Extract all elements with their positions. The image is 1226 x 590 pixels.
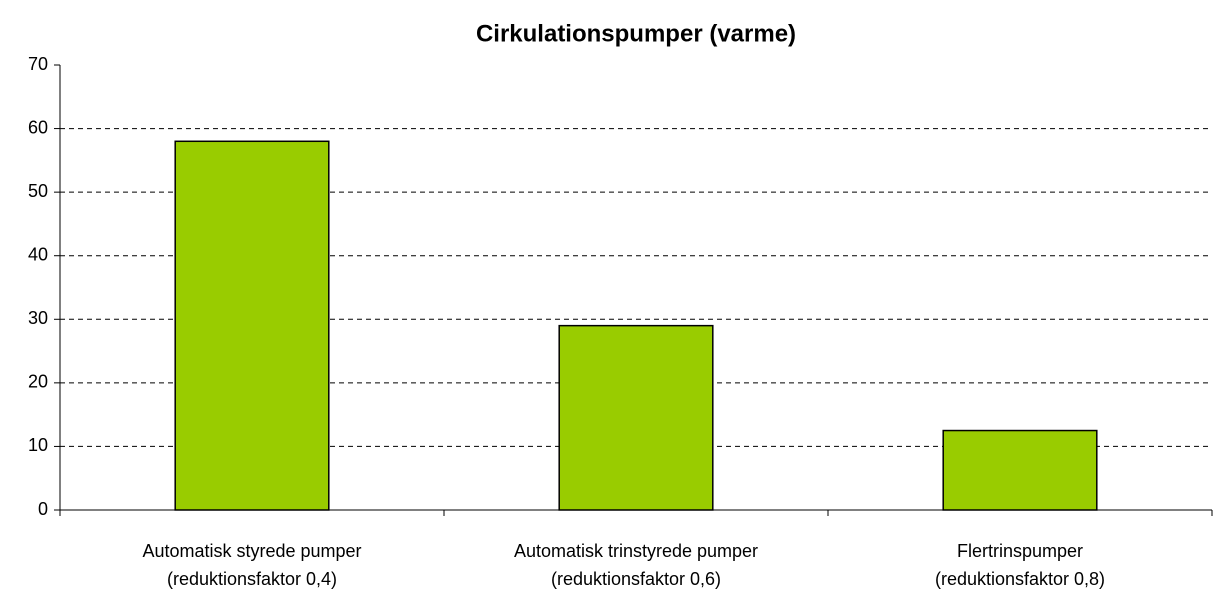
y-tick-label: 50 [28, 181, 48, 201]
y-tick-label: 10 [28, 435, 48, 455]
bar [942, 429, 1098, 511]
x-tick-label: Flertrinspumper (reduktionsfaktor 0,8) [935, 541, 1105, 589]
x-tick-label-line: Automatisk trinstyrede pumper [514, 541, 758, 561]
bar [558, 324, 714, 511]
chart-title: Cirkulationspumper (varme) [476, 20, 796, 47]
y-tick-label: 30 [28, 308, 48, 328]
x-tick-label-line: (reduktionsfaktor 0,6) [551, 569, 721, 589]
x-tick-label-line: Automatisk styrede pumper [142, 541, 361, 561]
x-tick-label-line: (reduktionsfaktor 0,8) [935, 569, 1105, 589]
y-tick-label: 60 [28, 117, 48, 137]
x-tick-label: Automatisk trinstyrede pumper (reduktions… [514, 541, 758, 589]
x-tick-label-line: Flertrinspumper [957, 541, 1083, 561]
y-tick-label: 40 [28, 244, 48, 264]
x-tick-label-line: (reduktionsfaktor 0,4) [167, 569, 337, 589]
bar [174, 140, 330, 511]
y-tick-label: 20 [28, 372, 48, 392]
x-tick-label: Automatisk styrede pumper (reduktionsfakt… [142, 541, 361, 589]
y-tick-label: 0 [38, 499, 48, 519]
y-tick-label: 70 [28, 54, 48, 74]
